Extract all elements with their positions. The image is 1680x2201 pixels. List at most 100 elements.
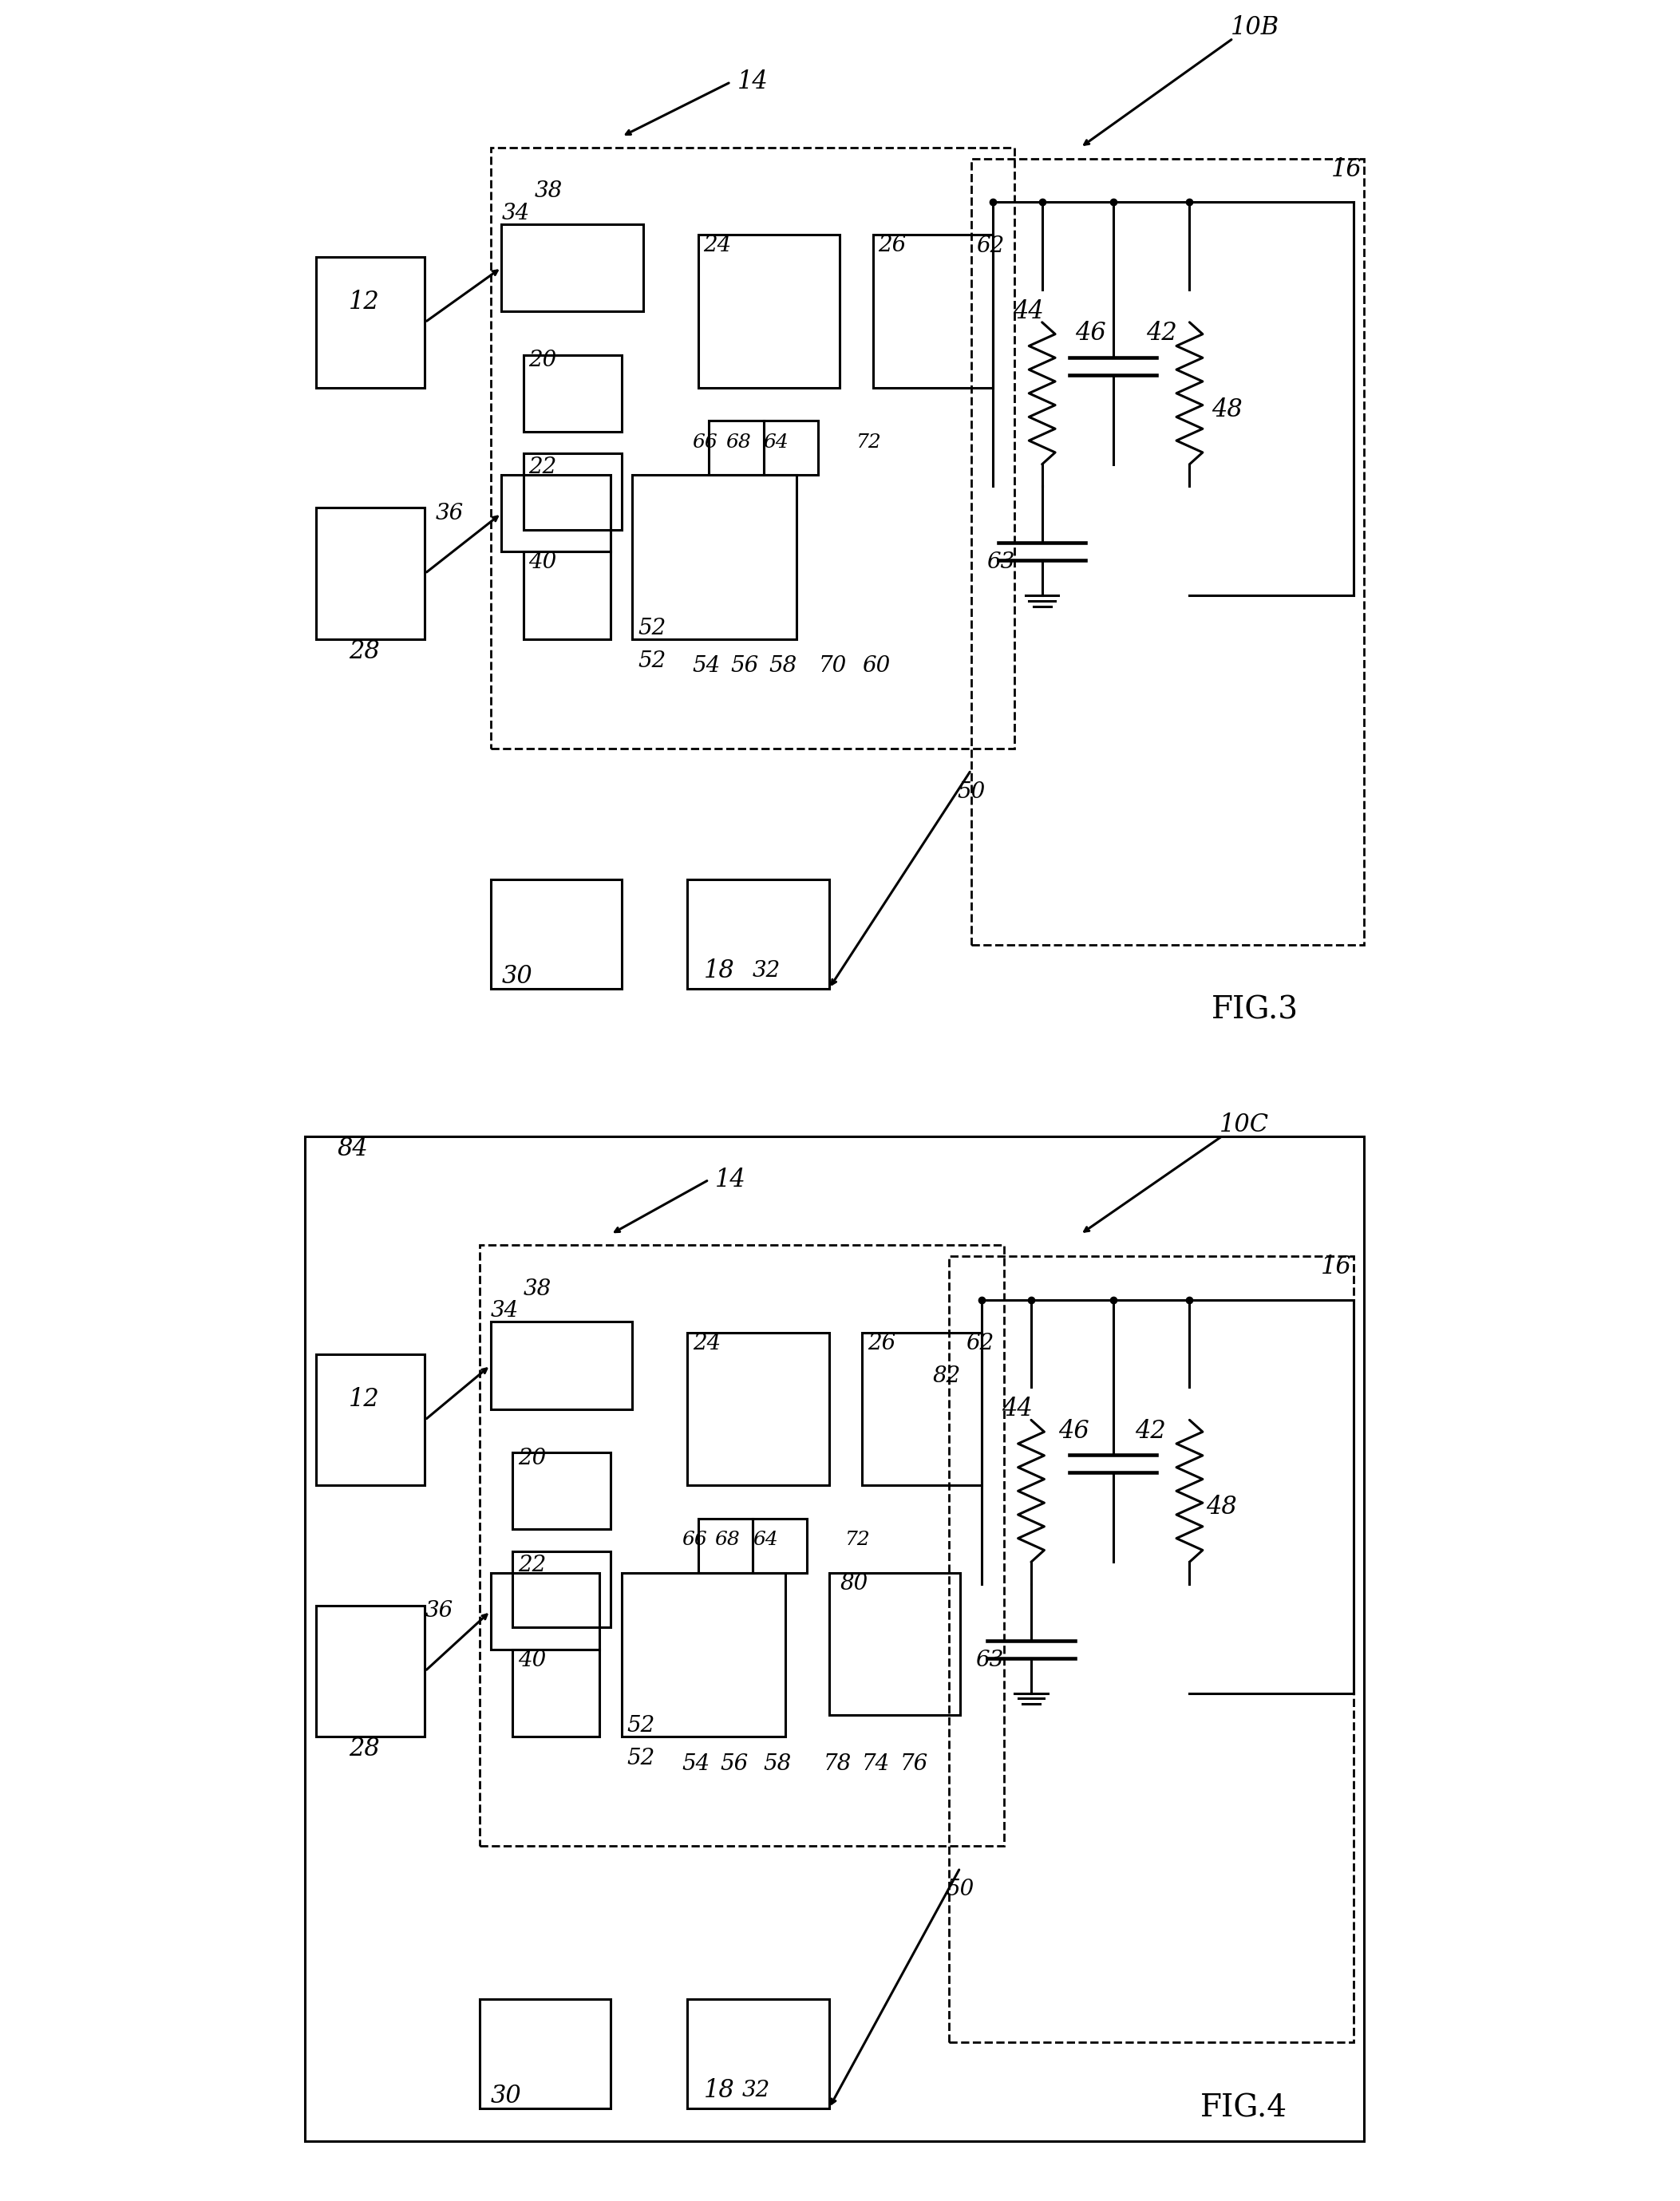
Bar [501,225,643,310]
Text: 63: 63 [986,552,1015,572]
Text: 16: 16 [1320,1255,1351,1279]
Text: 34: 34 [491,1301,519,1323]
Text: 26: 26 [867,1332,895,1354]
Text: 62: 62 [966,1334,995,1354]
Text: 48: 48 [1206,1494,1236,1519]
Text: 52: 52 [638,649,665,671]
Bar [316,508,425,638]
Text: 10B: 10B [1231,15,1280,40]
Text: 24: 24 [704,236,731,258]
Bar [512,1453,610,1530]
Text: 78: 78 [823,1754,852,1774]
Text: 66: 66 [692,434,717,451]
Text: 18: 18 [704,2078,734,2102]
Bar [512,1649,600,1737]
Bar [479,1999,610,2109]
Text: 54: 54 [692,656,721,678]
Text: 20: 20 [517,1448,546,1468]
Text: 40: 40 [517,1649,546,1671]
Text: 48: 48 [1211,398,1242,423]
Text: 54: 54 [682,1754,709,1774]
Text: 14: 14 [738,70,768,95]
Text: FIG.4: FIG.4 [1201,2093,1287,2122]
Text: 34: 34 [501,202,529,225]
Text: FIG.3: FIG.3 [1211,995,1299,1026]
Text: 24: 24 [692,1332,721,1354]
Bar [622,1574,785,1737]
Text: 14: 14 [716,1167,746,1193]
Text: 12: 12 [348,1387,380,1413]
Text: 42: 42 [1146,321,1176,346]
Bar [874,236,993,387]
Bar [632,475,796,638]
Text: 63: 63 [976,1649,1005,1671]
Bar [491,1323,632,1409]
Bar [687,1999,828,2109]
Text: 44: 44 [1001,1398,1033,1422]
Bar [828,1574,961,1715]
Text: 64: 64 [753,1532,778,1550]
Text: 52: 52 [627,1715,655,1737]
Text: 62: 62 [976,236,1005,258]
Bar [491,878,622,988]
Text: 56: 56 [719,1754,748,1774]
Text: 12: 12 [348,291,380,315]
Bar [479,1246,1005,1847]
Text: 52: 52 [627,1748,655,1770]
Text: 16: 16 [1332,156,1362,183]
Text: 64: 64 [763,434,790,451]
Bar [687,878,828,988]
Text: 42: 42 [1136,1420,1166,1444]
Text: 58: 58 [763,1754,791,1774]
Text: 60: 60 [862,656,890,678]
Text: 22: 22 [517,1554,546,1576]
Bar [316,258,425,387]
Text: 26: 26 [879,236,907,258]
Bar [522,453,622,530]
Text: 66: 66 [682,1532,707,1550]
Bar [709,420,763,475]
Text: 76: 76 [900,1754,929,1774]
Text: 40: 40 [529,552,556,572]
Bar [501,475,610,552]
Bar [512,1552,610,1627]
Text: 68: 68 [726,434,751,451]
Text: 38: 38 [522,1279,551,1301]
Bar [687,1332,828,1486]
Bar [763,420,818,475]
Text: 28: 28 [348,638,380,665]
Bar [697,236,840,387]
Text: 52: 52 [638,618,665,638]
Bar [522,552,610,638]
Text: 50: 50 [958,781,984,803]
Text: 58: 58 [769,656,796,678]
Text: 30: 30 [491,2084,521,2109]
Bar [971,158,1364,944]
Text: 84: 84 [338,1136,368,1160]
Bar [949,1257,1354,2043]
Text: 68: 68 [714,1532,739,1550]
Text: 72: 72 [845,1532,870,1550]
Text: 46: 46 [1058,1420,1089,1444]
Bar [316,1354,425,1486]
Text: 36: 36 [425,1600,454,1622]
Text: 80: 80 [840,1574,869,1594]
Bar [697,1519,753,1574]
Text: 46: 46 [1075,321,1105,346]
Bar [862,1332,983,1486]
Text: 50: 50 [946,1880,974,1899]
Text: 38: 38 [534,180,563,202]
Text: 56: 56 [731,656,759,678]
Text: 30: 30 [501,964,533,988]
Text: 20: 20 [529,350,556,372]
Bar [316,1607,425,1737]
Bar [753,1519,806,1574]
Text: 36: 36 [435,502,464,524]
Text: 18: 18 [704,957,734,984]
Text: 32: 32 [753,960,781,982]
Text: 44: 44 [1013,299,1043,324]
Bar [491,147,1015,748]
Bar [491,1574,600,1649]
Text: 10C: 10C [1220,1114,1268,1138]
Text: 28: 28 [348,1737,380,1761]
